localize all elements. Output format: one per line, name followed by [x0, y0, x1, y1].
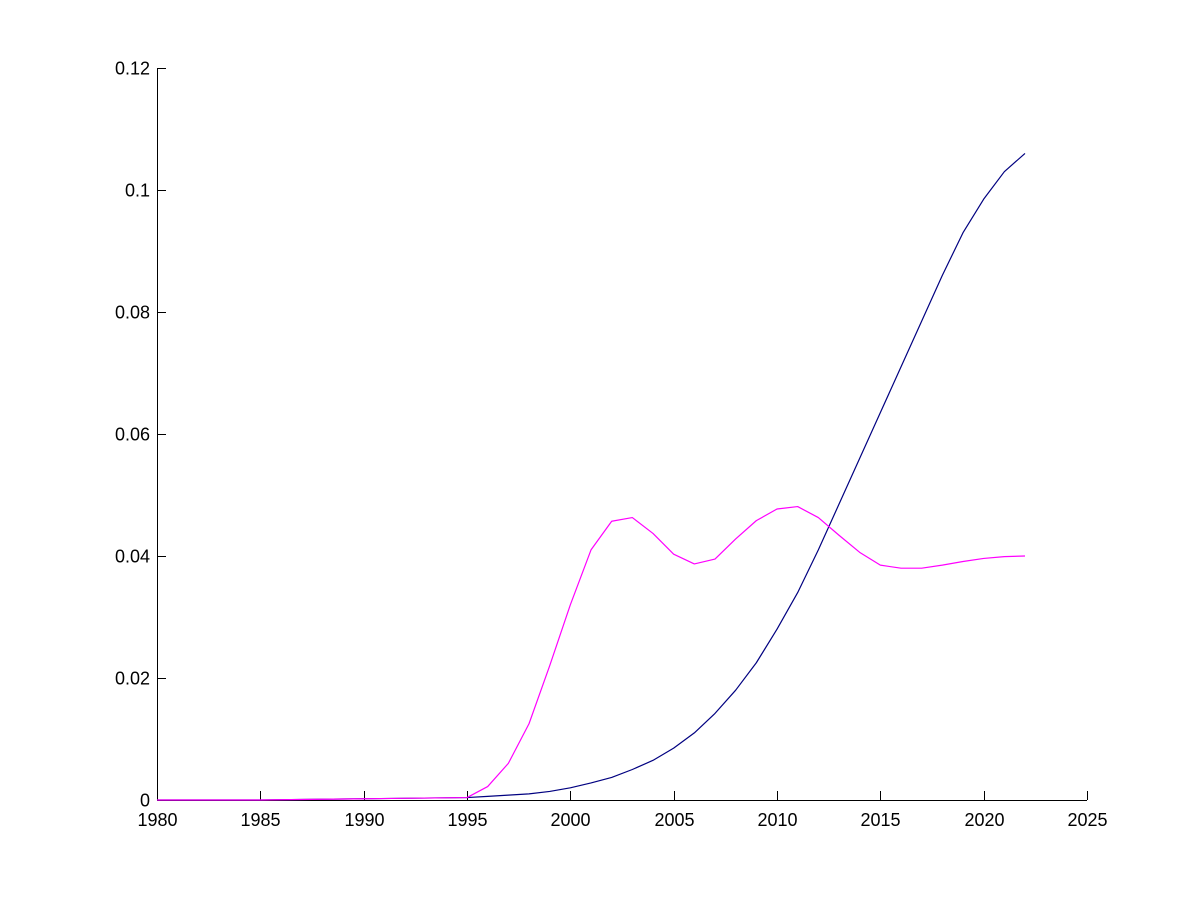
x-tick-label: 1980	[137, 810, 177, 830]
x-tick-label: 2000	[550, 810, 590, 830]
x-tick-label: 2015	[860, 810, 900, 830]
y-tick-label: 0.06	[115, 425, 150, 445]
y-tick-label: 0.08	[115, 303, 150, 323]
x-tick-label: 2005	[654, 810, 694, 830]
x-tick-label: 2010	[757, 810, 797, 830]
axes: 1980 1985 1990 1995 2000 2005 2010 2015 2020 2025…	[115, 59, 1108, 831]
y-tick-label: 0.02	[115, 669, 150, 689]
plot-area	[157, 152, 1026, 801]
x-tick-label: 1985	[240, 810, 280, 830]
series-line-2	[157, 505, 1026, 801]
series-line-1	[157, 152, 1026, 801]
y-tick-label: 0.04	[115, 547, 150, 567]
x-tick-label: 1990	[344, 810, 384, 830]
x-tick-label: 2025	[1067, 810, 1107, 830]
y-tick-label: 0	[140, 791, 150, 811]
x-tick-label: 1995	[447, 810, 487, 830]
y-tick-label: 0.12	[115, 59, 150, 79]
y-tick-label: 0.1	[125, 181, 150, 201]
x-tick-label: 2020	[964, 810, 1004, 830]
